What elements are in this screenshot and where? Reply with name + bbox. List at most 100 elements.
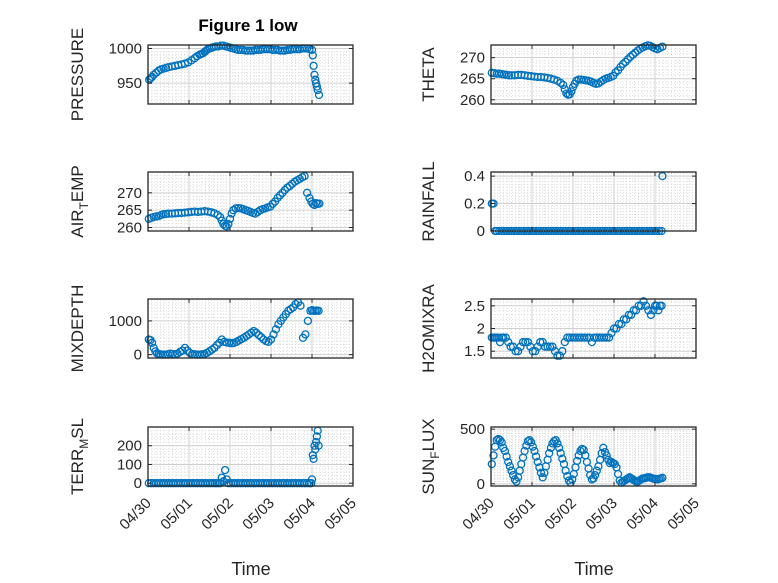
- data-point: [631, 306, 641, 315]
- data-point: [658, 42, 667, 51]
- y-tick-label: 1000: [109, 40, 142, 57]
- y-tick-label: 270: [117, 185, 142, 202]
- data-point: [627, 310, 636, 320]
- data-point: [567, 87, 576, 96]
- y-axis-label: SUNFLUX: [419, 418, 442, 494]
- subplot-1: 950 1000 PRESSURE: [68, 28, 354, 121]
- axes-box: [490, 171, 697, 232]
- axes-box: [490, 44, 697, 105]
- y-tick-label: 1000: [109, 313, 142, 330]
- subplot-6: 1.5 2 2.5 H2OMIXRA: [419, 283, 697, 373]
- data-point: [536, 337, 545, 347]
- data-point: [530, 446, 539, 456]
- subplot-2: 260 265 270 THETA: [419, 41, 697, 109]
- data-point: [624, 310, 633, 320]
- data-point: [543, 342, 552, 351]
- data-point: [508, 470, 518, 480]
- y-tick-label: 0: [477, 476, 485, 493]
- data-point: [629, 306, 638, 315]
- data-point: [224, 219, 233, 229]
- data-point: [513, 347, 523, 356]
- data-point: [602, 451, 611, 460]
- data-point: [518, 337, 528, 347]
- data-point: [538, 473, 547, 482]
- data-point: [273, 193, 282, 203]
- data-point: [512, 477, 521, 486]
- data-point: [525, 435, 534, 445]
- data-point: [531, 452, 541, 461]
- data-point: [604, 333, 614, 342]
- data-point: [561, 466, 570, 475]
- data-point: [523, 337, 533, 347]
- data-point: [314, 90, 324, 100]
- data-point: [568, 475, 577, 484]
- data-point: [268, 199, 277, 209]
- y-axis-label-subscript: M: [77, 439, 91, 449]
- data-point: [264, 337, 273, 346]
- data-point: [302, 188, 312, 197]
- y-axis-label-part: SL: [68, 418, 87, 439]
- data-point: [149, 70, 158, 79]
- data-point: [617, 319, 626, 329]
- axes-box: [147, 426, 354, 487]
- y-tick-label: 100: [117, 456, 142, 473]
- axes-box: [490, 426, 697, 487]
- data-point: [626, 52, 635, 61]
- data-point: [520, 446, 529, 456]
- data-point: [286, 304, 295, 314]
- data-point: [622, 315, 631, 324]
- data-point: [538, 337, 547, 347]
- data-point: [590, 470, 600, 480]
- data-point: [495, 435, 505, 445]
- data-point: [489, 451, 498, 460]
- data-point: [607, 328, 616, 338]
- y-tick-label: 0: [134, 347, 142, 364]
- data-point: [554, 443, 564, 452]
- data-point: [555, 351, 565, 360]
- data-point: [546, 443, 556, 452]
- data-point: [580, 333, 589, 342]
- data-point: [556, 78, 565, 88]
- data-point: [497, 438, 506, 447]
- data-point: [285, 181, 295, 191]
- data-point: [314, 441, 323, 450]
- y-tick-label: 1.5: [464, 343, 485, 360]
- data-point: [553, 351, 562, 360]
- data-point: [225, 214, 235, 224]
- y-tick-label: 260: [117, 220, 142, 237]
- data-point: [312, 432, 322, 441]
- data-point: [553, 439, 562, 448]
- data-point: [296, 301, 305, 310]
- data-point: [628, 50, 638, 59]
- data-point: [254, 330, 263, 340]
- data-point: [619, 315, 628, 324]
- data-point: [310, 441, 319, 450]
- data-point: [315, 199, 324, 208]
- data-point: [499, 333, 508, 342]
- data-point: [611, 68, 620, 77]
- data-point: [266, 335, 276, 344]
- plot-area: [491, 172, 696, 231]
- data-point: [249, 326, 258, 336]
- data-point: [579, 445, 588, 455]
- data-point: [533, 457, 542, 467]
- data-point: [558, 454, 567, 463]
- data-point: [548, 342, 557, 351]
- axes-box: [147, 44, 354, 105]
- data-point: [212, 341, 222, 350]
- data-point: [644, 306, 653, 315]
- y-tick-label: 260: [460, 92, 485, 109]
- y-tick-label: 2: [477, 321, 485, 338]
- data-point: [313, 85, 322, 95]
- y-tick-label: 0: [477, 223, 485, 240]
- y-axis-label-subscript: T: [77, 201, 91, 209]
- data-point: [308, 51, 317, 60]
- y-axis-label: RAINFALL: [419, 161, 438, 241]
- data-point: [309, 454, 318, 463]
- data-point: [559, 80, 568, 90]
- data-point: [545, 342, 555, 351]
- data-point: [207, 345, 217, 354]
- subplot-4: 0 0.2 0.4 RAINFALL: [419, 161, 697, 242]
- y-axis-label-subscript: F: [428, 451, 442, 458]
